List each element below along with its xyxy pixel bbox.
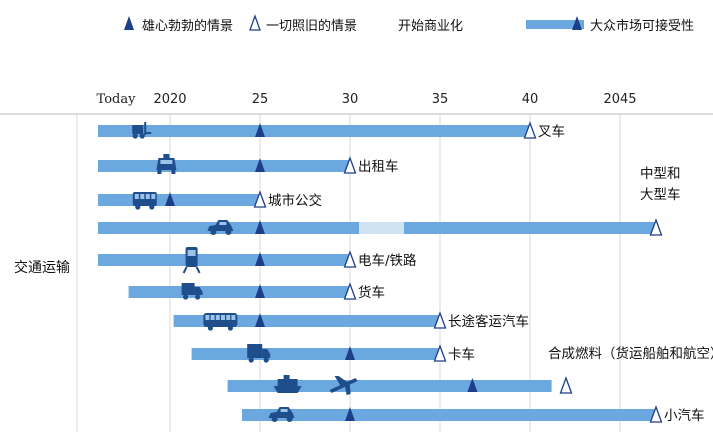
timeline-row: 叉车 <box>98 121 565 140</box>
row-label: 长途客运汽车 <box>448 313 529 330</box>
timeline-row: 小汽车 <box>242 405 705 424</box>
legend-bar-triangle <box>572 16 582 30</box>
row-label: 中型和 <box>640 166 681 182</box>
tick-label: Today <box>97 92 137 107</box>
tick-label: 35 <box>432 92 449 107</box>
row-label: 大型车 <box>640 186 681 203</box>
ambitious-marker <box>165 192 175 206</box>
bau-marker <box>343 250 357 268</box>
row-label: 小汽车 <box>664 407 705 424</box>
timeline-bar-faded <box>359 222 404 234</box>
legend-bar <box>526 20 584 29</box>
timeline-bar <box>128 286 350 298</box>
bau-marker <box>649 218 663 236</box>
row-label: 合成燃料（货运船舶和航空） <box>548 345 713 362</box>
tick-label: 40 <box>522 92 539 107</box>
bus-icon <box>132 192 157 210</box>
van-icon <box>181 283 203 300</box>
ambitious-marker <box>345 346 355 360</box>
ambitious-marker <box>467 378 478 392</box>
timeline-bar <box>98 160 350 172</box>
row-label: 货车 <box>358 284 385 301</box>
timeline-bar <box>98 125 530 137</box>
timeline-row: 卡车 <box>191 344 475 363</box>
legend-label: 开始商业化 <box>398 19 463 34</box>
row-label: 城市公交 <box>268 192 322 209</box>
legend-filled-triangle <box>124 16 134 30</box>
ship-plane-icon <box>273 375 358 395</box>
truck-icon <box>247 344 271 363</box>
timeline-row: 电车/铁路 <box>98 247 417 274</box>
timeline-row: 合成燃料（货运船舶和航空） <box>227 345 713 395</box>
bau-marker <box>433 344 447 362</box>
timeline-row: 货车 <box>128 282 385 301</box>
row-label: 电车/铁路 <box>358 252 417 269</box>
taxi-icon <box>156 154 177 174</box>
bau-marker <box>343 282 357 300</box>
legend-label: 一切照旧的情景 <box>266 18 357 34</box>
legend-label: 大众市场可接受性 <box>590 18 694 34</box>
bau-marker <box>649 405 663 423</box>
coach-icon <box>203 313 238 331</box>
timeline-bar <box>242 409 656 421</box>
row-label: 卡车 <box>448 346 475 363</box>
x-axis-ticks: Today 2020 25 30 35 40 2045 <box>97 92 637 107</box>
bau-marker <box>343 156 357 174</box>
car-icon <box>207 220 234 235</box>
timeline-row: 长途客运汽车 <box>173 311 529 331</box>
legend-label: 雄心勃勃的情景 <box>142 18 233 34</box>
timeline-row: 出租车 <box>98 154 399 175</box>
ambitious-marker <box>255 158 265 172</box>
ambitious-marker <box>255 284 265 298</box>
train-icon <box>182 247 201 274</box>
ambitious-marker <box>255 252 265 266</box>
forklift-icon <box>132 122 152 139</box>
ambitious-marker <box>255 313 265 327</box>
group-label: 交通运输 <box>14 259 70 276</box>
bau-marker <box>523 121 537 139</box>
bau-marker <box>433 311 447 329</box>
ambitious-marker <box>345 407 355 421</box>
timeline-bar <box>173 315 440 327</box>
ambitious-marker <box>255 123 265 137</box>
timeline-bar <box>191 348 440 360</box>
row-label: 出租车 <box>358 158 399 175</box>
legend-open-triangle <box>249 14 261 31</box>
timeline-bar <box>98 194 260 206</box>
bau-marker <box>253 190 267 208</box>
tick-label: 2045 <box>603 92 636 107</box>
tick-label: 25 <box>252 92 269 107</box>
car-small-icon <box>268 407 295 422</box>
legend: 雄心勃勃的情景 一切照旧的情景 开始商业化 大众市场可接受性 <box>124 14 694 34</box>
bau-marker <box>559 376 573 394</box>
row-label: 叉车 <box>538 123 565 140</box>
timeline-bar <box>98 254 350 266</box>
tick-label: 30 <box>342 92 359 107</box>
timeline-row: 城市公交 <box>98 190 322 210</box>
ambitious-marker <box>255 220 265 234</box>
tick-label: 2020 <box>153 92 186 107</box>
